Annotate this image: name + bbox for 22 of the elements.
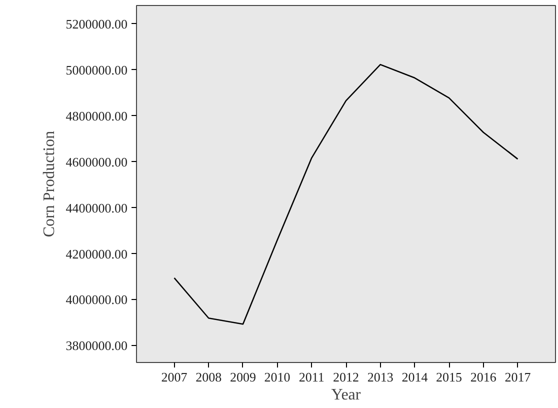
y-tick-label: 5000000.00 [66, 62, 128, 78]
y-tick-label: 4000000.00 [66, 292, 128, 308]
y-tick-label: 4400000.00 [66, 200, 128, 216]
x-tick-label: 2010 [264, 370, 290, 384]
x-axis-title: Year [331, 386, 362, 404]
line-series [174, 64, 518, 325]
x-tick-label: 2011 [298, 370, 324, 384]
x-tick-label: 2014 [402, 370, 428, 384]
y-axis-title: Corn Production [40, 130, 58, 238]
x-tick-label: 2007 [161, 370, 188, 384]
y-tick-label: 4800000.00 [66, 108, 128, 124]
y-tick-label: 3800000.00 [66, 338, 128, 354]
x-tick-label: 2012 [333, 370, 359, 384]
x-tick-label: 2008 [196, 370, 222, 384]
x-tick-label: 2013 [367, 370, 394, 384]
y-tick-label: 4200000.00 [66, 246, 128, 262]
y-tick-label: 4600000.00 [66, 154, 128, 170]
x-tick-label: 2015 [436, 370, 462, 384]
x-tick-label: 2009 [230, 370, 256, 384]
y-tick-label: 5200000.00 [66, 16, 128, 32]
x-tick-label: 2017 [504, 370, 532, 384]
x-tick-label: 2016 [470, 370, 497, 384]
